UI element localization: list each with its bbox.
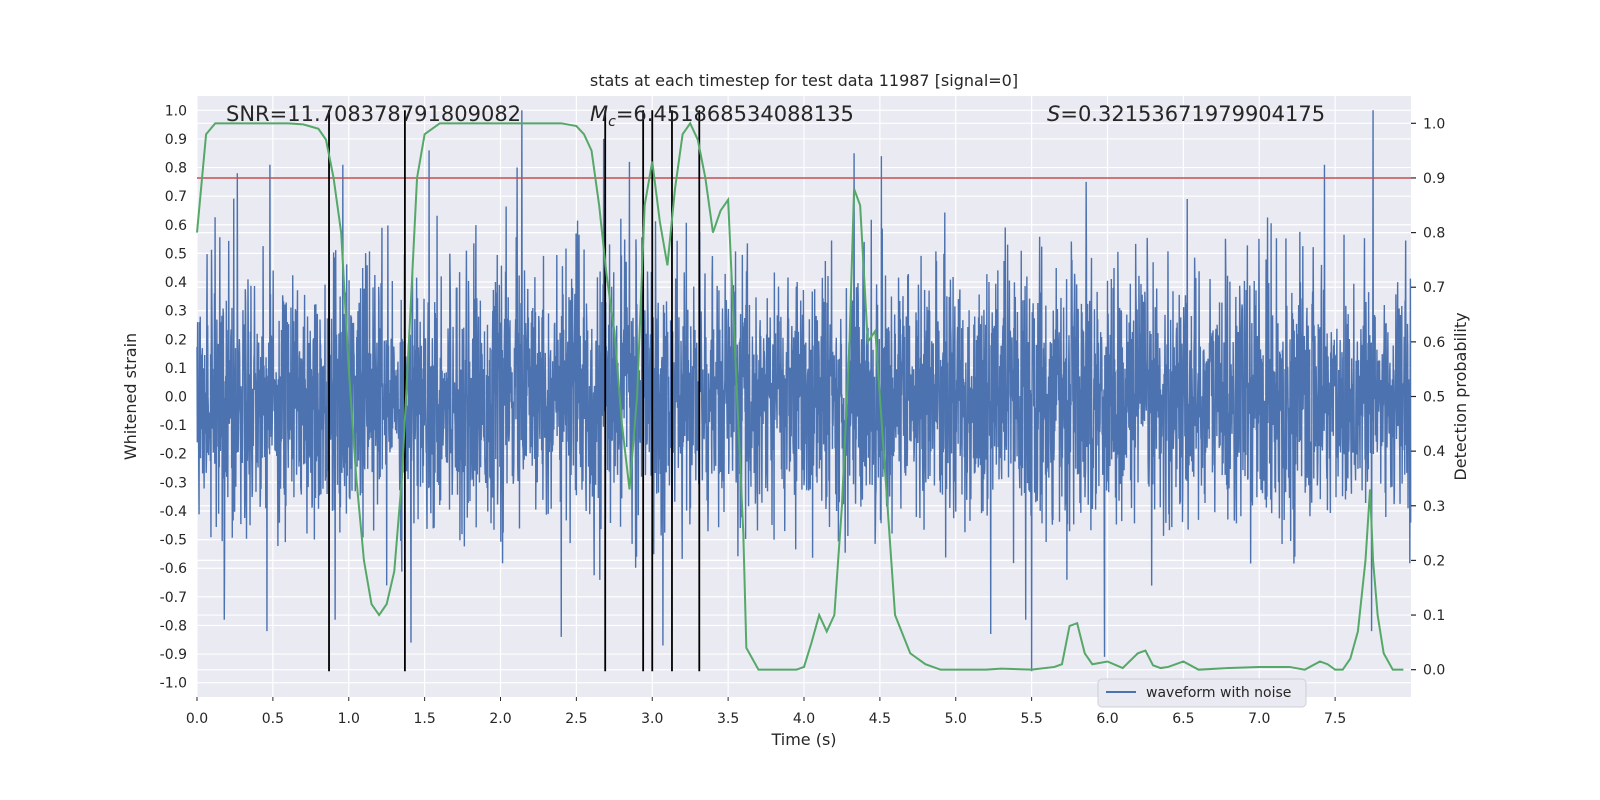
y-left-tick-label: 0.1: [165, 361, 187, 377]
chirp-mass-annotation: Mc=6.451868534088135: [590, 102, 854, 130]
waveform-with-noise-line: [196, 110, 1412, 672]
x-tick-label: 1.5: [413, 711, 435, 727]
s-value: =0.32153671979904175: [1060, 102, 1325, 126]
y-right-tick-label: 0.9: [1423, 171, 1445, 187]
x-tick-label: 3.5: [717, 711, 739, 727]
y-right-tick-label: 1.0: [1423, 116, 1445, 132]
y-right-tick-label: 0.3: [1423, 499, 1445, 515]
y-left-tick-label: 0.9: [165, 132, 187, 148]
y-right-tick-label: 0.5: [1423, 390, 1445, 406]
mc-value: =6.451868534088135: [616, 102, 854, 126]
s-symbol: S: [1047, 102, 1060, 126]
chart-title: stats at each timestep for test data 119…: [590, 71, 1018, 90]
y-left-tick-label: 0.8: [165, 161, 187, 177]
x-tick-label: 6.0: [1096, 711, 1118, 727]
y-right-tick-label: 0.7: [1423, 280, 1445, 296]
y-left-tick-label: 0.7: [165, 189, 187, 205]
mc-symbol: M: [590, 102, 608, 126]
event-lines: [328, 110, 701, 672]
x-tick-label: 1.0: [338, 711, 360, 727]
snr-annotation: SNR=11.708378791809082: [226, 102, 521, 126]
mc-subscript: c: [608, 114, 616, 130]
y-left-tick-label: 0.4: [165, 275, 187, 291]
x-tick-label: 2.5: [565, 711, 587, 727]
x-tick-label: 4.0: [793, 711, 815, 727]
x-axis-ticks: 0.0 0.5 1.0 1.5 2.0 2.5 3.0 3.5 4.0 4.5 5.0 5.5 6.0 6…: [186, 697, 1346, 727]
detection-probability-line: [196, 121, 1404, 671]
y-right-tick-label: 0.1: [1423, 608, 1445, 624]
y-left-tick-label: -0.7: [160, 590, 187, 606]
y-left-axis-label: Whitened strain: [121, 333, 140, 460]
y-left-tick-label: -1.0: [160, 676, 187, 692]
x-tick-label: 5.0: [945, 711, 967, 727]
x-tick-label: 7.0: [1248, 711, 1270, 727]
y-left-tick-label: -0.3: [160, 475, 187, 491]
y-left-tick-label: 1.0: [165, 103, 187, 119]
y-left-tick-label: 0.0: [165, 390, 187, 406]
x-tick-label: 0.0: [186, 711, 208, 727]
y-right-axis-label: Detection probability: [1451, 312, 1470, 480]
y-left-tick-label: -0.4: [160, 504, 187, 520]
x-tick-label: 0.5: [262, 711, 284, 727]
legend-box: [1097, 678, 1307, 708]
y-left-tick-label: -0.6: [160, 561, 187, 577]
y-left-tick-label: 0.5: [165, 246, 187, 262]
y-left-axis-ticks: 1.0 0.9 0.8 0.7 0.6 0.5 0.4 0.3 0.2 0.1 0.0 -0.1 -0.…: [160, 103, 187, 691]
legend: waveform with noise: [1097, 678, 1307, 708]
x-axis-label: Time (s): [770, 730, 836, 749]
x-tick-label: 4.5: [869, 711, 891, 727]
y-right-tick-label: 0.0: [1423, 663, 1445, 679]
x-tick-label: 5.5: [1020, 711, 1042, 727]
y-right-tick-label: 0.2: [1423, 553, 1445, 569]
y-right-tick-label: 0.8: [1423, 226, 1445, 242]
y-left-tick-label: 0.3: [165, 304, 187, 320]
x-tick-label: 7.5: [1324, 711, 1346, 727]
y-left-tick-label: 0.6: [165, 218, 187, 234]
y-left-tick-label: -0.8: [160, 618, 187, 634]
x-tick-label: 3.0: [641, 711, 663, 727]
y-right-tick-label: 0.6: [1423, 335, 1445, 351]
legend-label: waveform with noise: [1146, 685, 1291, 701]
y-left-tick-label: -0.1: [160, 418, 187, 434]
score-annotation: S=0.32153671979904175: [1047, 102, 1325, 126]
x-tick-label: 6.5: [1172, 711, 1194, 727]
y-left-tick-label: 0.2: [165, 332, 187, 348]
waveform-series: [196, 110, 1412, 672]
y-left-tick-label: -0.9: [160, 647, 187, 663]
y-right-axis-ticks: 1.0 0.9 0.8 0.7 0.6 0.5 0.4 0.3 0.2 0.1 0.0: [1411, 116, 1445, 679]
y-right-tick-label: 0.4: [1423, 444, 1445, 460]
x-tick-label: 2.0: [489, 711, 511, 727]
y-left-tick-label: -0.5: [160, 533, 187, 549]
y-left-tick-label: -0.2: [160, 447, 187, 463]
